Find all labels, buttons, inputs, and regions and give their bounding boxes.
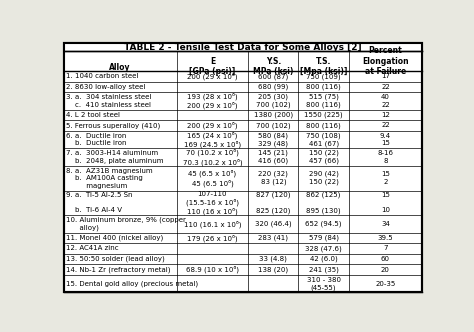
Text: 328 (47.6): 328 (47.6)	[305, 245, 342, 252]
Text: 700 (102): 700 (102)	[256, 122, 291, 129]
Text: E
[GPa (psi)]: E [GPa (psi)]	[189, 46, 236, 76]
Text: 11. Monel 400 (nickel alloy): 11. Monel 400 (nickel alloy)	[66, 235, 163, 241]
Bar	[64, 51, 422, 71]
Text: 1550 (225): 1550 (225)	[304, 112, 343, 118]
Text: 200 (29 x 10⁶): 200 (29 x 10⁶)	[187, 73, 237, 80]
Text: 8-16
8: 8-16 8	[377, 150, 393, 164]
Text: 110 (16.1 x 10⁶): 110 (16.1 x 10⁶)	[184, 220, 241, 228]
Text: 138 (20): 138 (20)	[258, 266, 289, 273]
Text: T.S.
[Mpa (ksi)]: T.S. [Mpa (ksi)]	[300, 46, 347, 76]
Text: 150 (22)
457 (66): 150 (22) 457 (66)	[309, 150, 338, 164]
Text: 193 (28 x 10⁶)
200 (29 x 10⁶): 193 (28 x 10⁶) 200 (29 x 10⁶)	[187, 93, 238, 109]
Text: 145 (21)
416 (60): 145 (21) 416 (60)	[258, 150, 289, 164]
Text: 14. Nb-1 Zr (refractory metal): 14. Nb-1 Zr (refractory metal)	[66, 266, 170, 273]
Text: 4. L 2 tool steel: 4. L 2 tool steel	[66, 112, 120, 118]
Text: 310 - 380
(45-55): 310 - 380 (45-55)	[307, 277, 341, 290]
Text: 165 (24 x 10⁶)
169 (24.5 x 10⁶): 165 (24 x 10⁶) 169 (24.5 x 10⁶)	[184, 131, 241, 148]
Text: 2. 8630 low-alloy steel: 2. 8630 low-alloy steel	[66, 84, 145, 90]
Text: 652 (94.5): 652 (94.5)	[305, 221, 342, 227]
Text: 68.9 (10 x 10⁶): 68.9 (10 x 10⁶)	[186, 266, 239, 273]
Text: 15. Dental gold alloy (precious metal): 15. Dental gold alloy (precious metal)	[66, 281, 198, 287]
Text: 20: 20	[381, 267, 390, 273]
Text: 283 (41): 283 (41)	[258, 235, 288, 241]
Text: 515 (75)
800 (116): 515 (75) 800 (116)	[306, 94, 341, 108]
Text: Alloy: Alloy	[109, 63, 131, 72]
Text: 60: 60	[381, 256, 390, 262]
Text: 200 (29 x 10⁶): 200 (29 x 10⁶)	[187, 122, 237, 129]
Text: 9. a.  Ti-5 Al-2.5 Sn

    b.  Ti-6 Al-4 V: 9. a. Ti-5 Al-2.5 Sn b. Ti-6 Al-4 V	[66, 192, 132, 213]
Text: 42 (6.0): 42 (6.0)	[310, 256, 337, 262]
Text: 800 (116): 800 (116)	[306, 122, 341, 129]
Text: 45 (6.5 x 10⁶)
45 (6.5 10⁶): 45 (6.5 x 10⁶) 45 (6.5 10⁶)	[188, 170, 237, 187]
Text: 12: 12	[381, 112, 390, 118]
Text: 39.5: 39.5	[378, 235, 393, 241]
Text: 3. a.  304 stainless steel
    c.  410 stainless steel: 3. a. 304 stainless steel c. 410 stainle…	[66, 94, 151, 108]
Text: 10. Aluminum bronze, 9% (copper
      alloy): 10. Aluminum bronze, 9% (copper alloy)	[66, 217, 186, 231]
Text: 22: 22	[381, 123, 390, 128]
Text: 800 (116): 800 (116)	[306, 84, 341, 90]
Text: 750 (109): 750 (109)	[306, 73, 341, 80]
Text: 7: 7	[383, 245, 388, 251]
Text: 579 (84): 579 (84)	[309, 235, 338, 241]
Text: 8. a.  AZ31B magnesium
    b.  AM100A casting
         magnesium: 8. a. AZ31B magnesium b. AM100A casting …	[66, 168, 153, 189]
Text: 107-110
(15.5-16 x 10⁶)
110 (16 x 10⁶): 107-110 (15.5-16 x 10⁶) 110 (16 x 10⁶)	[186, 191, 239, 215]
Bar	[64, 43, 422, 51]
Text: 22: 22	[381, 84, 390, 90]
Text: 70 (10.2 x 10⁶)
70.3 (10.2 x 10⁶): 70 (10.2 x 10⁶) 70.3 (10.2 x 10⁶)	[182, 149, 242, 166]
Text: 241 (35): 241 (35)	[309, 266, 338, 273]
Text: 12. AC41A zinc: 12. AC41A zinc	[66, 245, 118, 251]
Text: 750 (108)
461 (67): 750 (108) 461 (67)	[306, 132, 341, 147]
Text: 827 (120)

825 (120): 827 (120) 825 (120)	[256, 192, 291, 214]
Text: 5. Ferrous superalloy (410): 5. Ferrous superalloy (410)	[66, 122, 160, 129]
Text: 17: 17	[381, 73, 390, 79]
Text: 20-35: 20-35	[375, 281, 396, 287]
Text: 205 (30)
700 (102): 205 (30) 700 (102)	[256, 94, 291, 108]
Text: 680 (99): 680 (99)	[258, 84, 289, 90]
Text: 580 (84)
329 (48): 580 (84) 329 (48)	[258, 132, 288, 147]
Text: 1380 (200): 1380 (200)	[254, 112, 293, 118]
Text: 15
2: 15 2	[381, 171, 390, 185]
Text: 179 (26 x 10⁶): 179 (26 x 10⁶)	[187, 234, 238, 242]
Text: 9.4
15: 9.4 15	[380, 133, 391, 146]
Text: 33 (4.8): 33 (4.8)	[259, 256, 287, 262]
Text: 220 (32)
83 (12): 220 (32) 83 (12)	[258, 171, 288, 186]
Text: 1. 1040 carbon steel: 1. 1040 carbon steel	[66, 73, 138, 79]
Text: 34: 34	[381, 221, 390, 227]
Text: 13. 50:50 solder (lead alloy): 13. 50:50 solder (lead alloy)	[66, 256, 164, 262]
Text: 320 (46.4): 320 (46.4)	[255, 221, 292, 227]
Text: Percent
Elongation
at Failure: Percent Elongation at Failure	[362, 46, 409, 76]
Text: 290 (42)
150 (22): 290 (42) 150 (22)	[309, 171, 338, 186]
Text: TABLE 2 - Tensile Test Data for Some Alloys [2]: TABLE 2 - Tensile Test Data for Some All…	[124, 42, 362, 51]
Text: 15

10: 15 10	[381, 192, 390, 213]
Text: 6. a.  Ductile iron
    b.  Ductile iron: 6. a. Ductile iron b. Ductile iron	[66, 133, 127, 146]
Text: 600 (87): 600 (87)	[258, 73, 289, 80]
Text: 862 (125)

895 (130): 862 (125) 895 (130)	[306, 192, 341, 214]
Text: 40
22: 40 22	[381, 94, 390, 108]
Text: 7. a.  3003-H14 aluminum
    b.  2048, plate aluminum: 7. a. 3003-H14 aluminum b. 2048, plate a…	[66, 150, 164, 164]
Text: Y.S.
MPa (ksi): Y.S. MPa (ksi)	[253, 46, 293, 76]
